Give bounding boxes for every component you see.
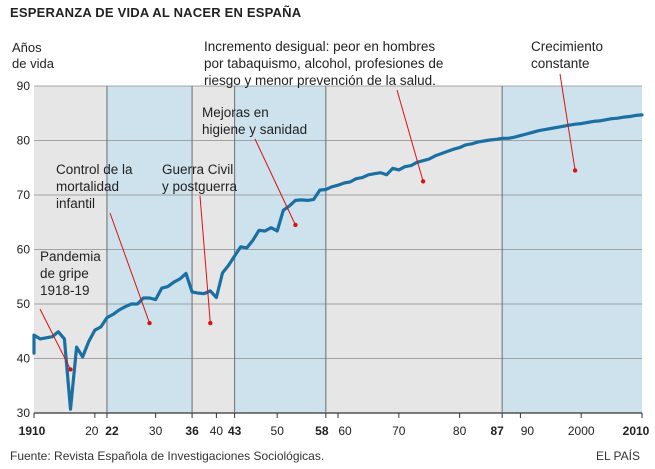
- annotation-line: Pandemia: [40, 249, 101, 264]
- annotation-4: Incremento desigual: peor en hombres por …: [204, 39, 443, 184]
- annotation-text-4: Incremento desigual: peor en hombres por …: [204, 39, 443, 88]
- x-tick-label-1970: 70: [392, 424, 406, 438]
- annotation-marker-5: [572, 168, 578, 173]
- y-tick-label-40: 40: [17, 352, 31, 366]
- annotation-line: Mejoras en: [202, 105, 269, 120]
- period-dividers: [106, 86, 503, 413]
- x-tick-label-1950: 50: [271, 424, 285, 438]
- annotation-marker-1: [147, 320, 152, 326]
- annotation-line: y postguerra: [162, 179, 238, 194]
- x-tick-label-1936: 36: [185, 424, 199, 438]
- annotation-leader-2: [199, 195, 211, 324]
- y-tick-label-50: 50: [17, 297, 31, 311]
- x-tick-label-1930: 30: [149, 424, 163, 438]
- annotations: Pandemia de gripe 1918-19 Control de la mort…: [39, 39, 603, 372]
- y-axis-ticks: 30 40 50 60 70 80 90: [17, 79, 31, 420]
- annotation-marker-2: [208, 320, 213, 326]
- annotation-leader-4: [396, 89, 424, 182]
- annotation-text-1: Control de la mortalidad infantil: [56, 162, 133, 211]
- x-tick-label-2000: 2000: [568, 424, 595, 438]
- annotation-leader-1: [109, 212, 150, 324]
- annotation-line: higiene y sanidad: [202, 122, 307, 137]
- annotation-line: constante: [531, 56, 590, 71]
- x-tick-label-1958: 58: [315, 424, 329, 438]
- annotation-line: mortalidad: [56, 179, 119, 194]
- x-axis-ticks: 1910 20 22 30 36 40 43 50 58 60 70 80 87 90 2000 2010: [19, 413, 650, 438]
- annotation-line: Guerra Civil: [162, 162, 233, 177]
- annotation-text-5: Crecimiento constante: [531, 39, 603, 71]
- annotation-marker-3: [293, 222, 298, 228]
- y-axis-label-line-1: Años: [12, 40, 42, 55]
- annotation-3: Mejoras en higiene y sanidad: [202, 105, 307, 228]
- annotation-line: Incremento desigual: peor en hombres: [204, 39, 435, 54]
- annotation-1: Control de la mortalidad infantil: [56, 162, 152, 326]
- y-tick-label-70: 70: [17, 188, 31, 202]
- annotation-marker-0: [68, 367, 73, 372]
- y-tick-label-60: 60: [17, 243, 31, 257]
- annotation-line: riesgo y menor prevención de la salud.: [204, 73, 436, 88]
- x-tick-label-1910: 1910: [19, 424, 46, 438]
- annotation-leader-5: [559, 73, 576, 171]
- chart-title: ESPERANZA DE VIDA AL NACER EN ESPAÑA: [10, 5, 302, 20]
- y-tick-label-90: 90: [17, 79, 31, 93]
- annotation-0: Pandemia de gripe 1918-19: [39, 249, 101, 372]
- x-tick-label-1990: 90: [521, 424, 535, 438]
- x-tick-label-1940: 40: [210, 424, 224, 438]
- x-tick-label-2010: 2010: [623, 424, 650, 438]
- annotation-line: Crecimiento: [531, 39, 603, 54]
- annotation-text-3: Mejoras en higiene y sanidad: [202, 105, 307, 137]
- annotation-marker-4: [420, 179, 426, 184]
- annotation-leader-3: [254, 138, 296, 226]
- annotation-line: 1918-19: [40, 283, 90, 298]
- x-tick-label-1943: 43: [228, 424, 242, 438]
- x-tick-label-1980: 80: [453, 424, 467, 438]
- x-tick-label-1987: 87: [490, 424, 504, 438]
- annotation-line: infantil: [56, 196, 95, 211]
- series-line: [32, 113, 644, 411]
- x-tick-label-1922: 22: [105, 424, 119, 438]
- annotation-text-0: Pandemia de gripe 1918-19: [40, 249, 101, 298]
- annotation-text-2: Guerra Civil y postguerra: [162, 162, 238, 194]
- x-tick-label-1920: 20: [85, 424, 99, 438]
- annotation-5: Crecimiento constante: [531, 39, 603, 173]
- y-axis-label-line-2: de vida: [12, 56, 55, 71]
- y-tick-label-80: 80: [17, 134, 31, 148]
- annotation-line: de gripe: [40, 266, 89, 281]
- annotation-line: Control de la: [56, 162, 133, 177]
- source-note: Fuente: Revista Española de Investigacio…: [10, 449, 324, 463]
- y-tick-label-30: 30: [17, 406, 31, 420]
- brand-label: EL PAÍS: [596, 448, 640, 463]
- x-tick-label-1960: 60: [338, 424, 352, 438]
- annotation-line: por tabaquismo, alcohol, profesiones de: [204, 56, 443, 71]
- annotation-leader-0: [39, 308, 71, 370]
- annotation-2: Guerra Civil y postguerra: [162, 162, 238, 326]
